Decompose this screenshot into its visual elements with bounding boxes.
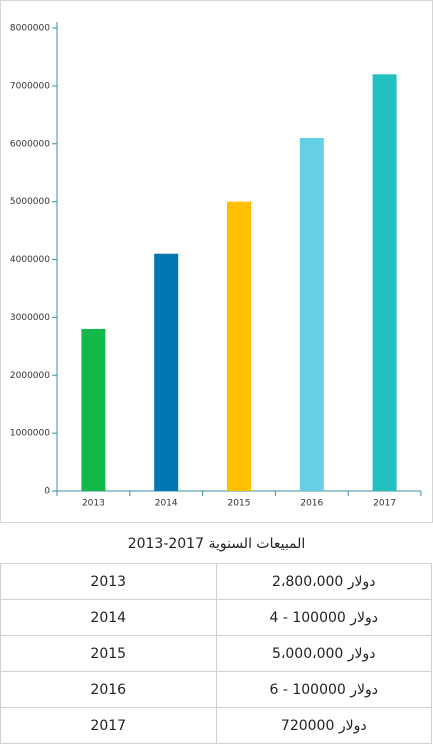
bar (299, 137, 324, 491)
x-tick-label: 2017 (373, 499, 396, 509)
x-tick-label: 2016 (300, 499, 323, 509)
cell-text: 2،800،000 دولار (271, 573, 376, 590)
table-cell: 4 - 100000 دولار (215, 599, 432, 636)
table-row: 2017 720000 دولار (0, 707, 432, 744)
bar (372, 74, 397, 492)
x-tick-label: 2014 (155, 499, 178, 509)
y-tick-label: 6000000 (10, 139, 50, 149)
table-body: 2013 2،800،000 دولار 2014 4 - 100000 دولار 2… (0, 563, 432, 744)
cell-text: 720000 دولار (280, 717, 367, 734)
y-tick-label: 5000000 (10, 197, 50, 207)
y-tick-label: 0 (44, 487, 50, 497)
table-cell: 6 - 100000 دولار (215, 671, 432, 708)
bar (227, 201, 251, 491)
cell-text: 2014 (90, 609, 127, 626)
y-tick-label: 3000000 (10, 313, 50, 323)
table-cell: 2016 (0, 671, 217, 708)
table-row: 2015 5،000،000 دولار (0, 635, 432, 672)
y-tick-label: 4000000 (10, 255, 50, 265)
y-tick-label: 8000000 (10, 24, 50, 34)
bar (81, 328, 106, 491)
table-cell: 5،000،000 دولار (215, 635, 432, 672)
bar (154, 253, 179, 491)
table-row: 2016 6 - 100000 دولار (0, 671, 432, 708)
table-cell: 2013 (0, 563, 217, 600)
cell-text: 6 - 100000 دولار (269, 681, 378, 698)
table-row: 2014 4 - 100000 دولار (0, 599, 432, 636)
cell-text: 4 - 100000 دولار (269, 609, 378, 626)
chart: 0 1000000 2000000 3000000 4000000 5000000 6000… (0, 0, 433, 523)
cell-text: 2017 (90, 717, 127, 734)
table-cell: 2014 (0, 599, 217, 636)
x-tick-label: 2015 (228, 499, 251, 509)
cell-text: 2016 (90, 681, 127, 698)
y-tick-label: 2000000 (10, 371, 50, 381)
table-cell: 2015 (0, 635, 217, 672)
table-cell: 720000 دولار (215, 707, 432, 744)
cell-text: 2013 (90, 573, 127, 590)
x-tick-label: 2013 (82, 499, 105, 509)
y-tick-label: 7000000 (10, 81, 50, 91)
y-tick-label: 1000000 (10, 429, 50, 439)
table-cell: 2،800،000 دولار (215, 563, 432, 600)
cell-text: 2015 (90, 645, 127, 662)
table-caption: 2013-2017 المبيعات السنوية (127, 536, 306, 552)
cell-text: 5،000،000 دولار (271, 645, 376, 662)
table-row: 2013 2،800،000 دولار (0, 563, 432, 600)
table-cell: 2017 (0, 707, 217, 744)
data-table: 2013 2،800،000 دولار 2014 4 - 100000 دولار 2… (0, 563, 432, 744)
